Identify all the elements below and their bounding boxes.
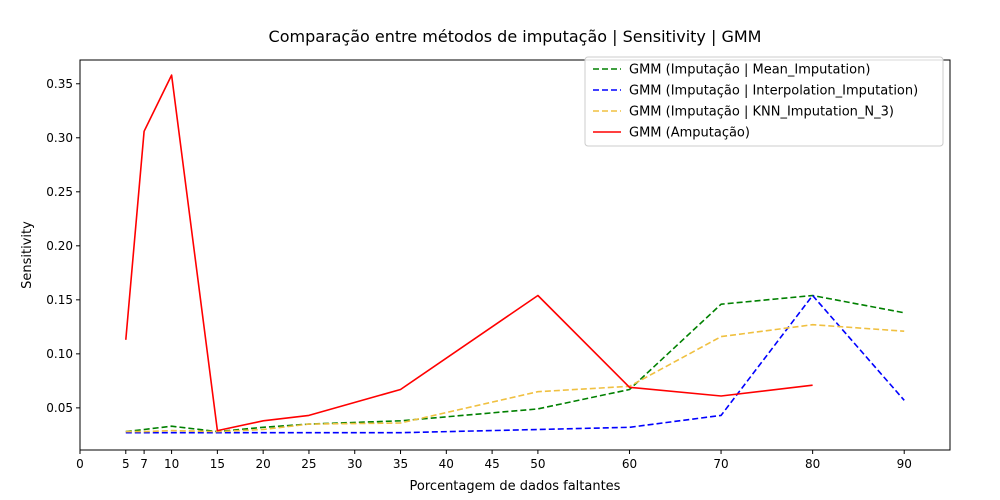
x-tick-label: 10 xyxy=(164,457,179,471)
x-axis: 0 5 7 10 15 20 25 30 35 40 45 50 60 70 80 90 xyxy=(76,450,912,471)
series-line-4 xyxy=(125,74,813,432)
x-tick-label: 40 xyxy=(439,457,454,471)
legend: GMM (Imputação | Mean_Imputation) GMM (Im… xyxy=(584,56,944,147)
x-tick-label: 15 xyxy=(210,457,225,471)
x-tick-label: 70 xyxy=(713,457,728,471)
legend-label: GMM (Imputação | Interpolation_Imputatio… xyxy=(629,84,918,99)
axes-frame xyxy=(79,59,951,451)
y-tick-label: 0.25 xyxy=(46,185,73,199)
x-tick-label: 60 xyxy=(622,457,637,471)
x-tick-label: 7 xyxy=(140,457,148,471)
series-line-2 xyxy=(125,294,905,434)
y-axis-label: Sensitivity xyxy=(20,221,35,289)
x-axis-label: Porcentagem de dados faltantes xyxy=(410,479,621,494)
legend-box xyxy=(584,56,944,147)
x-tick-label: 45 xyxy=(484,457,499,471)
x-tick-label: 35 xyxy=(393,457,408,471)
x-tick-label: 5 xyxy=(122,457,130,471)
y-tick-label: 0.35 xyxy=(46,77,73,91)
plot-area xyxy=(125,74,905,434)
x-tick-label: 0 xyxy=(76,457,84,471)
x-tick-label: 50 xyxy=(530,457,545,471)
y-tick-label: 0.10 xyxy=(46,347,73,361)
y-tick-label: 0.30 xyxy=(46,131,73,145)
legend-label: GMM (Imputação | KNN_Imputation_N_3) xyxy=(629,105,894,120)
chart-title: Comparação entre métodos de imputação | … xyxy=(269,27,762,46)
series-line-3 xyxy=(125,323,905,433)
y-tick-label: 0.15 xyxy=(46,293,73,307)
x-tick-label: 25 xyxy=(301,457,316,471)
y-tick-label: 0.05 xyxy=(46,401,73,415)
x-tick-label: 20 xyxy=(256,457,271,471)
x-tick-label: 80 xyxy=(805,457,820,471)
x-tick-label: 90 xyxy=(897,457,912,471)
x-tick-label: 30 xyxy=(347,457,362,471)
legend-label: GMM (Imputação | Mean_Imputation) xyxy=(629,63,870,78)
series-line-1 xyxy=(125,294,905,433)
legend-label: GMM (Amputação) xyxy=(629,126,750,141)
y-axis: 0.05 0.10 0.15 0.20 0.25 0.30 0.35 xyxy=(46,77,80,415)
y-tick-label: 0.20 xyxy=(46,239,73,253)
